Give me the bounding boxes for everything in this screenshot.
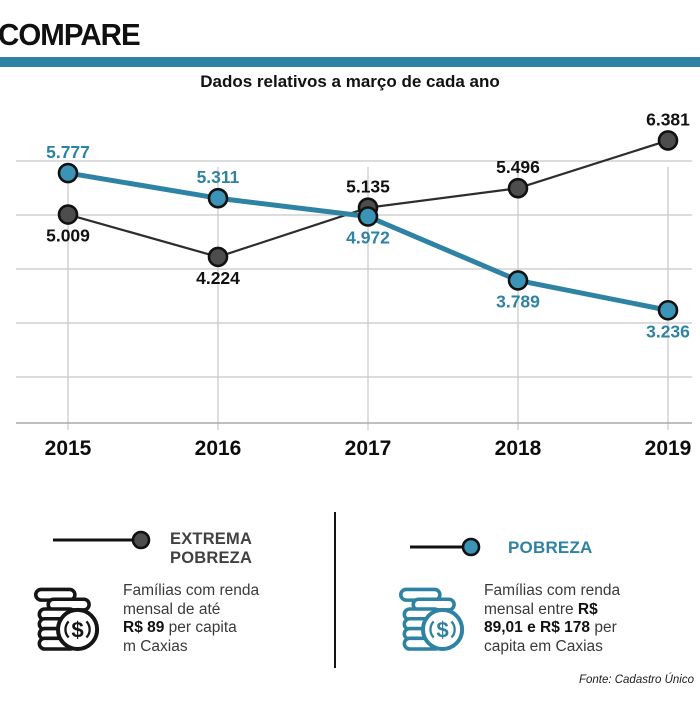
data-point-label: 5.496: [496, 157, 540, 177]
extrema-pobreza-marker: [53, 530, 151, 550]
marker-dot-icon: [461, 537, 481, 557]
data-point-label: 4.224: [196, 268, 240, 288]
data-point-label: 6.381: [646, 109, 690, 129]
line-chart: 2015 2016 2017 2018 2019 5.009 4.224 5.135 5.496…: [16, 109, 692, 460]
x-axis-label: 2017: [345, 437, 392, 460]
data-point-label: 4.972: [346, 228, 390, 248]
pobreza-label: POBREZA: [508, 538, 593, 557]
data-point: [507, 177, 529, 199]
marker-dot-icon: [131, 530, 151, 550]
x-axis-label: 2016: [195, 437, 242, 460]
chart-subtitle: Dados relativos a março de cada ano: [200, 72, 500, 91]
data-point: [507, 270, 529, 291]
pobreza-description: Famílias com renda mensal entre R$ 89,01 e…: [484, 582, 621, 655]
extrema-label-line2: POBREZA: [170, 549, 253, 567]
data-point-label: 5.009: [46, 226, 90, 246]
extrema-label-line1: EXTREMA: [170, 530, 253, 548]
data-point: [207, 246, 229, 268]
data-point-label: 5.311: [197, 167, 240, 187]
x-axis-label: 2018: [495, 437, 542, 460]
coins-money-icon: $: [399, 587, 465, 651]
data-point-label: 5.135: [346, 177, 390, 197]
data-point: [207, 187, 229, 209]
accent-divider-bar: [0, 57, 700, 67]
x-axis-label: 2019: [645, 437, 692, 460]
data-point: [357, 206, 379, 227]
data-point: [657, 130, 679, 151]
data-point-label: 3.236: [646, 321, 690, 341]
svg-text:$: $: [71, 617, 84, 642]
extrema-pobreza-label: EXTREMA POBREZA: [170, 530, 252, 568]
coins-money-icon: $: [34, 587, 100, 651]
data-point: [657, 299, 679, 321]
data-point-label: 5.777: [46, 142, 90, 162]
source-note: Fonte: Cadastro Único: [578, 674, 694, 686]
pobreza-marker: [410, 537, 481, 557]
data-point: [57, 162, 79, 184]
page-title: COMPARE: [0, 17, 141, 52]
legend-divider: [334, 512, 336, 668]
x-axis-label: 2015: [45, 437, 92, 460]
data-point-label: 3.789: [496, 291, 540, 311]
svg-text:$: $: [436, 617, 449, 642]
extrema-pobreza-description: Famílias com renda mensal de até R$ 89 per…: [123, 582, 260, 655]
data-point: [57, 204, 79, 225]
